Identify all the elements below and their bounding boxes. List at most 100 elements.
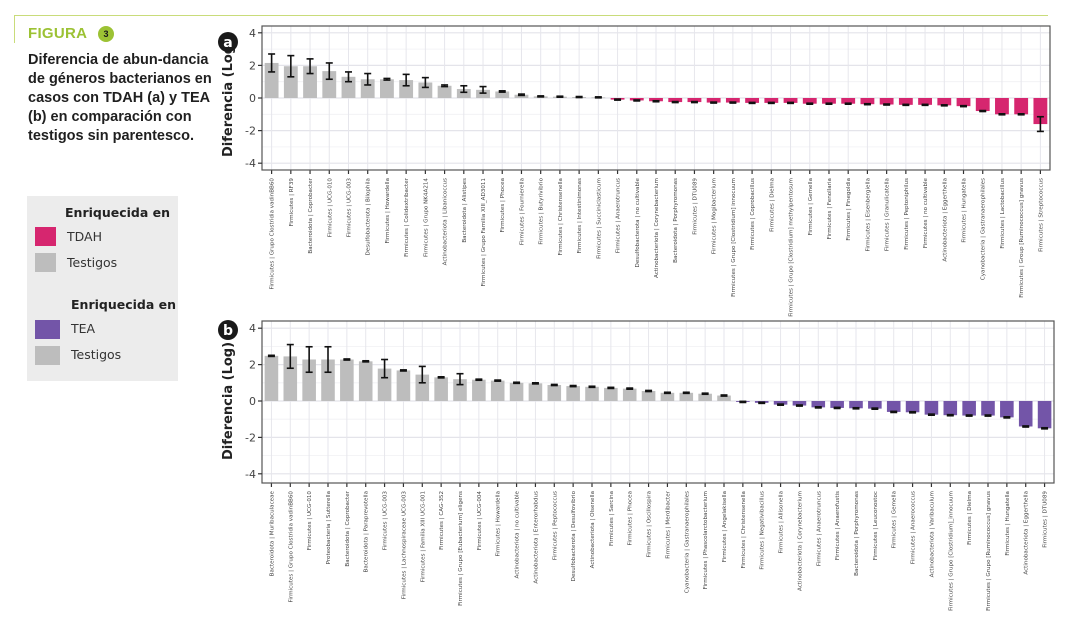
figure-frame-left-rule [14, 15, 15, 43]
bar [437, 85, 452, 98]
x-tick-label: Firmicutes | no cultivable [923, 177, 929, 248]
y-tick-label: -4 [245, 468, 256, 481]
x-tick-label: Firmicutes | Gemella [808, 178, 814, 235]
x-tick-label: Bacteroidota | Porphyromonas [673, 178, 679, 263]
bar [937, 98, 952, 106]
bar [415, 374, 430, 401]
bar [509, 382, 524, 401]
bar [490, 380, 505, 401]
bar [1037, 401, 1052, 429]
bar [264, 355, 279, 401]
panel-badge [218, 320, 238, 340]
bar [905, 401, 920, 413]
x-tick-label: Firmicutes | Hungatella [1005, 491, 1011, 556]
y-tick-label: 2 [249, 59, 256, 72]
x-tick-label: Firmicutes | UCG-003 [383, 491, 389, 551]
bar [811, 401, 826, 408]
bar [918, 98, 932, 105]
bar [698, 393, 712, 401]
x-tick-label: Firmicutes | Phocea [628, 491, 634, 545]
x-tick-label: Firmicutes | Anaerotruncus [616, 178, 622, 253]
x-tick-label: Firmicutes | Angelakisella [722, 491, 728, 562]
x-tick-label: Firmicutes | Leuconostoc [873, 491, 879, 560]
bar [649, 98, 663, 102]
bar [434, 377, 448, 401]
bar [495, 91, 510, 98]
legend-swatch-tea [35, 320, 60, 339]
x-tick-label: Desulfobacterota | no cultivable [635, 177, 641, 267]
x-tick-label: Firmicutes | Intestinimonas [577, 178, 583, 254]
bar [879, 98, 894, 105]
x-tick-label: Firmicutes | Mogibacterium [712, 178, 718, 254]
x-tick-label: Firmicutes | Grupo Familia XIII_AD3011 [481, 178, 487, 287]
y-tick-label: 4 [249, 27, 256, 40]
legend-label-testigos-b: Testigos [71, 347, 122, 362]
x-tick-label: Firmicutes | Sarcina [609, 491, 615, 546]
bar [868, 401, 882, 409]
x-tick-label: Firmicutes | Colidextribacter [404, 177, 410, 257]
y-tick-label: 0 [249, 92, 256, 105]
x-tick-label: Firmicutes | Coprobacillus [750, 178, 756, 250]
x-tick-label: Firmicutes | Lactobacillus [1000, 178, 1006, 249]
bar [995, 98, 1009, 115]
y-tick-label: -2 [245, 125, 256, 138]
bar [1018, 401, 1033, 427]
panel-badge-letter: b [223, 323, 233, 339]
x-tick-label: Firmicutes | Group [Ruminococcus] gnavus [1019, 178, 1025, 298]
x-tick-label: Firmicutes | Allisonella [779, 491, 785, 554]
bar [679, 392, 694, 401]
x-tick-label: Firmicutes | Anaerofustis [835, 491, 841, 560]
x-tick-label: Firmicutes | Fenollaria [827, 178, 833, 239]
x-tick-label: Firmicutes | Phascolarctobacterium [703, 491, 709, 589]
x-tick-label: Firmicutes | DTU089 [692, 178, 698, 235]
x-tick-label: Proteobacteria | Sutterella [326, 491, 332, 564]
bar [860, 98, 875, 105]
bar [604, 387, 618, 401]
x-tick-label: Firmicutes | Christensenella [558, 178, 564, 255]
y-axis-label: Diferencia (Log) [221, 342, 236, 460]
x-tick-label: Firmicutes | Grupo Clostridia vadinBB60 [270, 178, 276, 290]
bar [717, 395, 731, 401]
x-tick-label: Firmicutes | Grupo [Eubacterium] eligens [458, 491, 464, 606]
x-tick-label: Firmicutes | Fournierella [519, 178, 525, 245]
legend-heading-tdah: Enriquecida en [65, 205, 171, 220]
figure-title: Diferencia de abun-dancia de géneros bac… [28, 52, 212, 144]
bar [706, 98, 721, 103]
x-tick-label: Firmicutes | CAG-352 [439, 491, 445, 550]
bar [764, 98, 779, 103]
x-tick-label: Firmicutes | Grupo NK4A214 [423, 178, 429, 257]
x-tick-label: Firmicutes | Gemella [892, 491, 898, 548]
bar [668, 98, 683, 103]
bar [792, 401, 807, 406]
y-tick-label: 2 [249, 359, 256, 372]
bar [849, 401, 863, 409]
bar [377, 368, 392, 401]
x-tick-label: Firmicutes | UCG-010 [327, 178, 333, 238]
bar [783, 98, 798, 103]
bar [822, 98, 836, 104]
bar [975, 98, 990, 112]
x-tick-label: Firmicutes | Christensenella [741, 491, 747, 568]
bar [302, 359, 316, 401]
x-tick-label: Firmicutes | DTU089 [1043, 491, 1049, 548]
legend-label-testigos-a: Testigos [67, 255, 118, 270]
y-axis-label: Diferencia (Log) [221, 39, 236, 157]
bar [547, 384, 562, 401]
y-tick-label: -4 [245, 157, 256, 170]
x-tick-label: Desulfobacterota | Desulfovibrio [571, 490, 577, 581]
panel-badge-letter: a [223, 35, 232, 51]
x-tick-label: Firmicutes | Grupo [Clostridium]_innocuu… [948, 491, 954, 611]
legend-swatch-testigos-a [35, 253, 56, 272]
x-tick-label: Bacteroidota | Alistipes [462, 178, 468, 243]
x-tick-label: Firmicutes | Howardella [496, 491, 502, 557]
x-tick-label: Actinobacteriota | Corynebacterium [654, 178, 660, 278]
x-tick-label: Firmicutes | Grupo Clostridia vadinBB60 [288, 491, 294, 603]
figure-frame-top-rule [14, 15, 1048, 16]
bar [321, 359, 335, 401]
bar [322, 71, 337, 98]
bar [841, 98, 856, 104]
x-tick-label: Bacteroidota | Porphyromonas [854, 491, 860, 576]
bar [725, 98, 740, 103]
x-tick-label: Firmicutes | Negativibacillus [760, 491, 766, 570]
